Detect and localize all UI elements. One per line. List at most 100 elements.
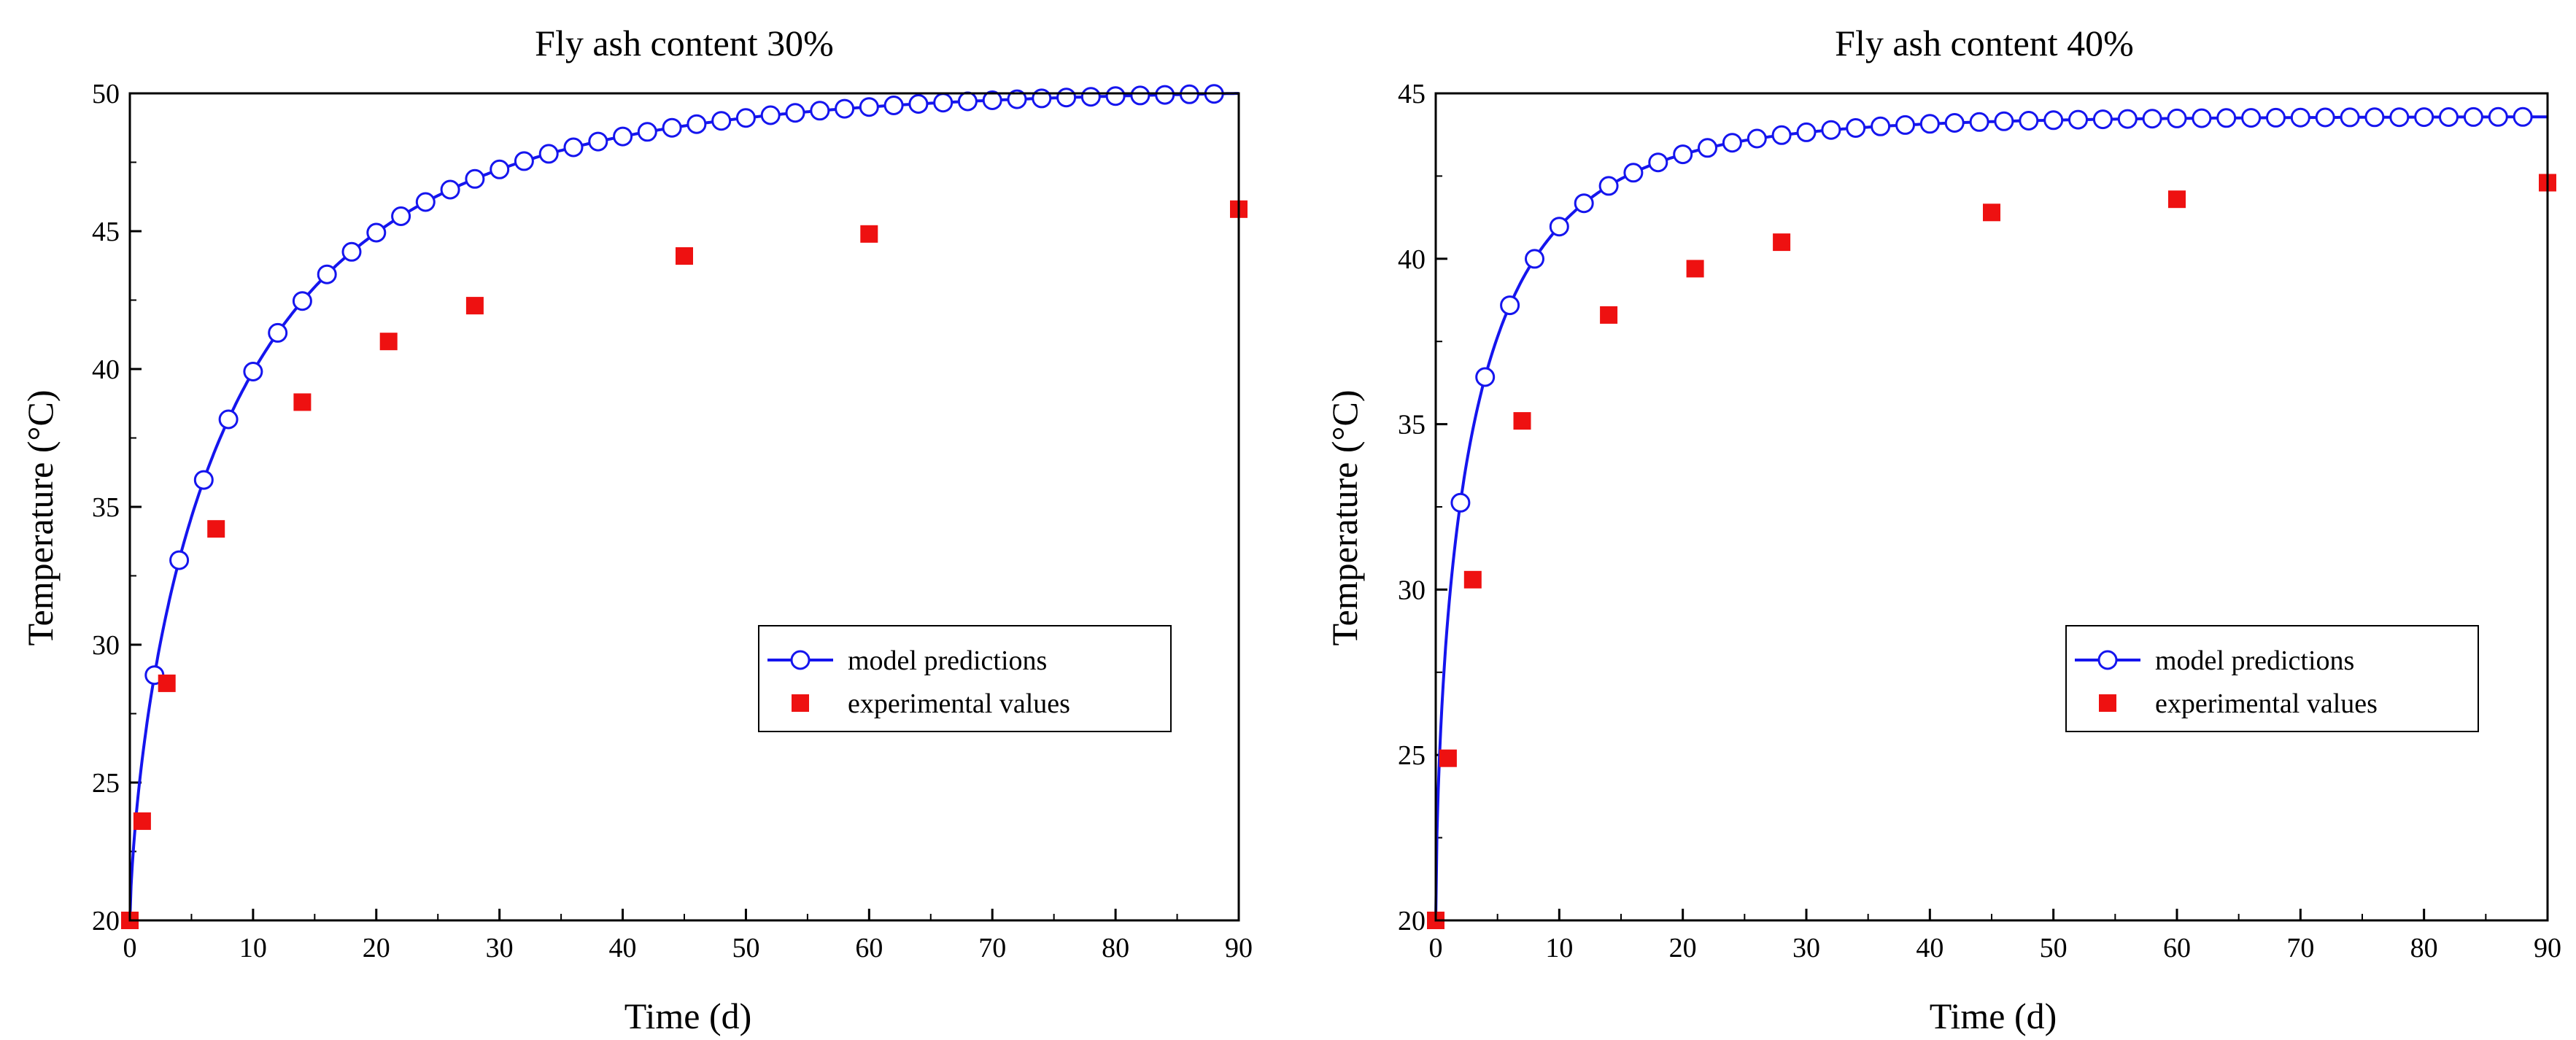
model-point bbox=[2167, 108, 2187, 128]
model-point bbox=[268, 322, 288, 343]
y-tick-label: 45 bbox=[1398, 79, 1426, 109]
model-point bbox=[2513, 106, 2533, 127]
legend-box bbox=[2065, 625, 2479, 732]
model-point bbox=[1919, 114, 1940, 134]
model-point bbox=[2364, 107, 2385, 128]
model-point bbox=[1475, 367, 1496, 387]
x-tick-label: 90 bbox=[2534, 933, 2561, 963]
x-tick-label: 60 bbox=[855, 933, 883, 963]
x-tick-label: 0 bbox=[123, 933, 137, 963]
y-tick-label: 30 bbox=[92, 630, 120, 661]
model-point bbox=[1598, 176, 1619, 196]
model-point bbox=[1105, 86, 1126, 106]
y-tick-label: 50 bbox=[92, 79, 120, 109]
model-point bbox=[835, 98, 855, 119]
model-point bbox=[218, 409, 239, 430]
model-point bbox=[465, 168, 485, 189]
x-tick-label: 80 bbox=[1102, 933, 1129, 963]
model-point bbox=[514, 151, 534, 171]
x-tick-label: 50 bbox=[732, 933, 759, 963]
model-point bbox=[1821, 120, 1841, 140]
chart-title: Fly ash content 30% bbox=[535, 23, 834, 63]
model-point bbox=[538, 144, 559, 164]
y-tick-label: 45 bbox=[92, 217, 120, 247]
model-point bbox=[1969, 112, 1989, 132]
x-tick-label: 40 bbox=[609, 933, 637, 963]
model-point bbox=[1722, 133, 1742, 153]
x-tick-label: 30 bbox=[486, 933, 514, 963]
model-point bbox=[735, 108, 756, 128]
model-point bbox=[760, 105, 781, 125]
y-ticks: 20 25 30 35 40 45 50 bbox=[92, 79, 142, 936]
plot-frame bbox=[1434, 92, 2549, 922]
model-point bbox=[2241, 108, 2262, 128]
x-tick-label: 60 bbox=[2163, 933, 2191, 963]
y-tick-label: 40 bbox=[1398, 244, 1426, 275]
experimental-point bbox=[293, 393, 312, 411]
model-point bbox=[391, 206, 411, 226]
experimental-point bbox=[860, 225, 878, 243]
model-point bbox=[2315, 107, 2335, 128]
chart-panel-40: Fly ash content 40% Time (d) Temperature… bbox=[1324, 23, 2561, 1036]
model-point bbox=[2290, 107, 2310, 128]
y-tick-label: 35 bbox=[92, 492, 120, 523]
model-point bbox=[711, 111, 732, 131]
y-tick-label: 20 bbox=[1398, 906, 1426, 936]
experimental-series bbox=[1427, 174, 2556, 929]
model-point bbox=[1574, 193, 1594, 214]
model-point bbox=[2216, 108, 2237, 128]
model-point bbox=[1846, 118, 1866, 138]
model-point bbox=[933, 93, 954, 113]
model-point bbox=[563, 137, 584, 158]
x-tick-label: 70 bbox=[978, 933, 1006, 963]
model-series bbox=[128, 84, 1239, 921]
model-point bbox=[1771, 125, 1792, 145]
model-point bbox=[2266, 107, 2286, 128]
experimental-point bbox=[158, 674, 176, 692]
model-point bbox=[1747, 128, 1767, 149]
model-point bbox=[1500, 295, 1520, 316]
model-point bbox=[2019, 111, 2039, 131]
model-point bbox=[1673, 144, 1693, 165]
y-axis-label: Temperature (°C) bbox=[20, 389, 61, 645]
model-point bbox=[341, 241, 362, 262]
legend-model-circle-icon bbox=[790, 650, 811, 670]
model-point bbox=[169, 550, 190, 570]
experimental-point bbox=[1439, 749, 1457, 767]
model-curve bbox=[128, 92, 1239, 921]
model-point bbox=[1871, 116, 1891, 136]
model-point bbox=[2068, 109, 2088, 130]
model-point bbox=[1056, 88, 1077, 108]
model-point bbox=[810, 101, 830, 121]
experimental-point bbox=[1983, 203, 2000, 222]
legend-model-label: model predictions bbox=[848, 645, 1047, 676]
model-point bbox=[908, 94, 929, 114]
model-point bbox=[1525, 249, 1544, 269]
model-point bbox=[1080, 87, 1101, 107]
y-tick-label: 35 bbox=[1398, 410, 1426, 441]
experimental-point bbox=[676, 247, 693, 265]
x-tick-label: 50 bbox=[2040, 933, 2068, 963]
model-point bbox=[2439, 107, 2459, 127]
model-point bbox=[859, 97, 879, 117]
legend-model-label: model predictions bbox=[2155, 645, 2354, 676]
model-point bbox=[1895, 115, 1915, 135]
legend: model predictions experimental values bbox=[758, 625, 1172, 732]
model-point bbox=[957, 91, 978, 112]
x-tick-label: 70 bbox=[2286, 933, 2314, 963]
model-point bbox=[2192, 108, 2212, 128]
model-point bbox=[1623, 163, 1644, 183]
x-tick-label: 80 bbox=[2410, 933, 2438, 963]
model-point bbox=[2092, 109, 2113, 130]
model-point bbox=[366, 222, 387, 243]
experimental-point bbox=[207, 520, 225, 538]
model-point bbox=[785, 103, 805, 123]
legend: model predictions experimental values bbox=[2065, 625, 2479, 732]
model-point bbox=[1155, 85, 1175, 105]
experimental-point bbox=[133, 812, 151, 830]
experimental-series bbox=[121, 200, 1248, 929]
x-tick-label: 20 bbox=[1669, 933, 1697, 963]
legend-experimental-label: experimental values bbox=[2155, 688, 2378, 719]
x-tick-label: 90 bbox=[1225, 933, 1253, 963]
experimental-point bbox=[2168, 190, 2186, 209]
